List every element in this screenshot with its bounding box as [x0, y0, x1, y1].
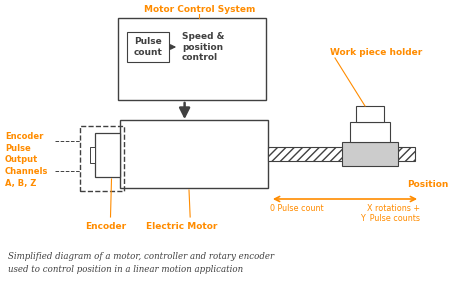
Bar: [118, 18, 266, 100]
Text: 0 Pulse count: 0 Pulse count: [270, 204, 324, 213]
Text: Position: Position: [407, 180, 448, 189]
Bar: [356, 106, 384, 122]
Bar: [80, 126, 124, 191]
Bar: [342, 142, 398, 166]
Bar: [120, 120, 268, 188]
Text: Simplified diagram of a motor, controller and rotary encoder: Simplified diagram of a motor, controlle…: [8, 252, 274, 261]
Text: Motor Control System: Motor Control System: [144, 5, 255, 14]
Bar: [90, 147, 95, 163]
Text: Work piece holder: Work piece holder: [330, 48, 422, 57]
Text: used to control position in a linear motion application: used to control position in a linear mot…: [8, 265, 243, 274]
Bar: [268, 147, 415, 161]
Text: Speed &
position
control: Speed & position control: [182, 32, 224, 62]
Text: Pulse
count: Pulse count: [134, 37, 163, 57]
Text: Encoder
Pulse
Output
Channels
A, B, Z: Encoder Pulse Output Channels A, B, Z: [5, 132, 48, 188]
Bar: [127, 32, 169, 62]
Text: Electric Motor: Electric Motor: [146, 222, 218, 231]
Bar: [95, 133, 120, 177]
Text: X rotations +
Y  Pulse counts: X rotations + Y Pulse counts: [360, 204, 420, 223]
Bar: [350, 122, 390, 142]
Text: Encoder: Encoder: [85, 222, 126, 231]
